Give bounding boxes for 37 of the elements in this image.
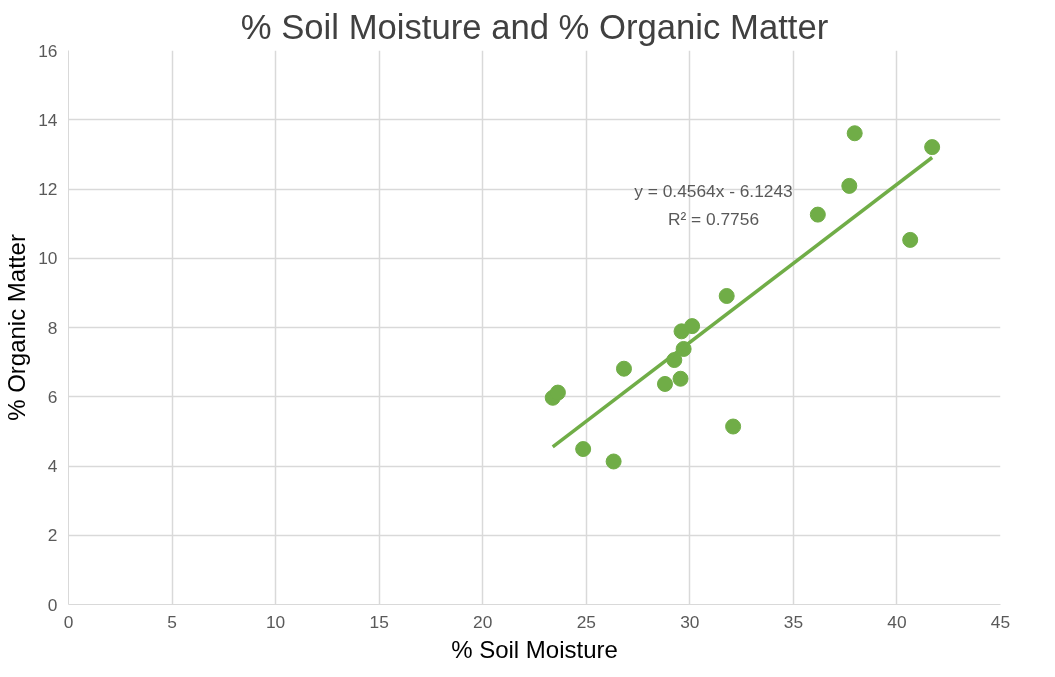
y-tick-label: 10 xyxy=(38,248,58,269)
x-tick-label: 5 xyxy=(167,611,177,632)
x-axis-title: % Soil Moisture xyxy=(451,635,618,663)
chart-title: % Soil Moisture and % Organic Matter xyxy=(240,7,829,46)
point xyxy=(725,418,742,435)
y-tick-label: 6 xyxy=(47,386,58,407)
point xyxy=(575,441,592,458)
y-tick-label: 0 xyxy=(47,594,58,615)
y-tick-label: 8 xyxy=(47,317,58,338)
point xyxy=(841,177,858,194)
y-tick-label: 2 xyxy=(47,525,58,546)
point xyxy=(718,288,735,304)
x-tick-label: 0 xyxy=(63,611,74,632)
point xyxy=(902,231,919,248)
point xyxy=(615,360,632,377)
point xyxy=(846,125,863,142)
x-tick-label: 15 xyxy=(369,611,389,632)
x-tick-label: 30 xyxy=(680,611,700,632)
point xyxy=(924,139,941,156)
x-tick-label: 40 xyxy=(887,611,907,632)
x-tick-label: 45 xyxy=(990,611,1011,632)
x-tick-label: 35 xyxy=(783,611,804,632)
point xyxy=(809,206,826,223)
point xyxy=(605,453,622,470)
y-axis-title: % Organic Matter xyxy=(3,234,31,421)
x-tick-label: 10 xyxy=(265,611,286,632)
y-tick-label: 12 xyxy=(38,179,58,199)
point xyxy=(684,318,701,335)
x-tick-label: 25 xyxy=(576,611,596,632)
annotation: y = 0.4564x - 6.1243 R² = 0.7756 xyxy=(634,180,793,229)
y-tick-label: 4 xyxy=(47,456,58,476)
y-tick-label: 16 xyxy=(38,40,58,61)
y-tick-label: 14 xyxy=(38,109,58,130)
point xyxy=(656,375,673,392)
point xyxy=(549,384,566,401)
point xyxy=(672,370,689,387)
x-tick-label: 20 xyxy=(473,611,493,632)
